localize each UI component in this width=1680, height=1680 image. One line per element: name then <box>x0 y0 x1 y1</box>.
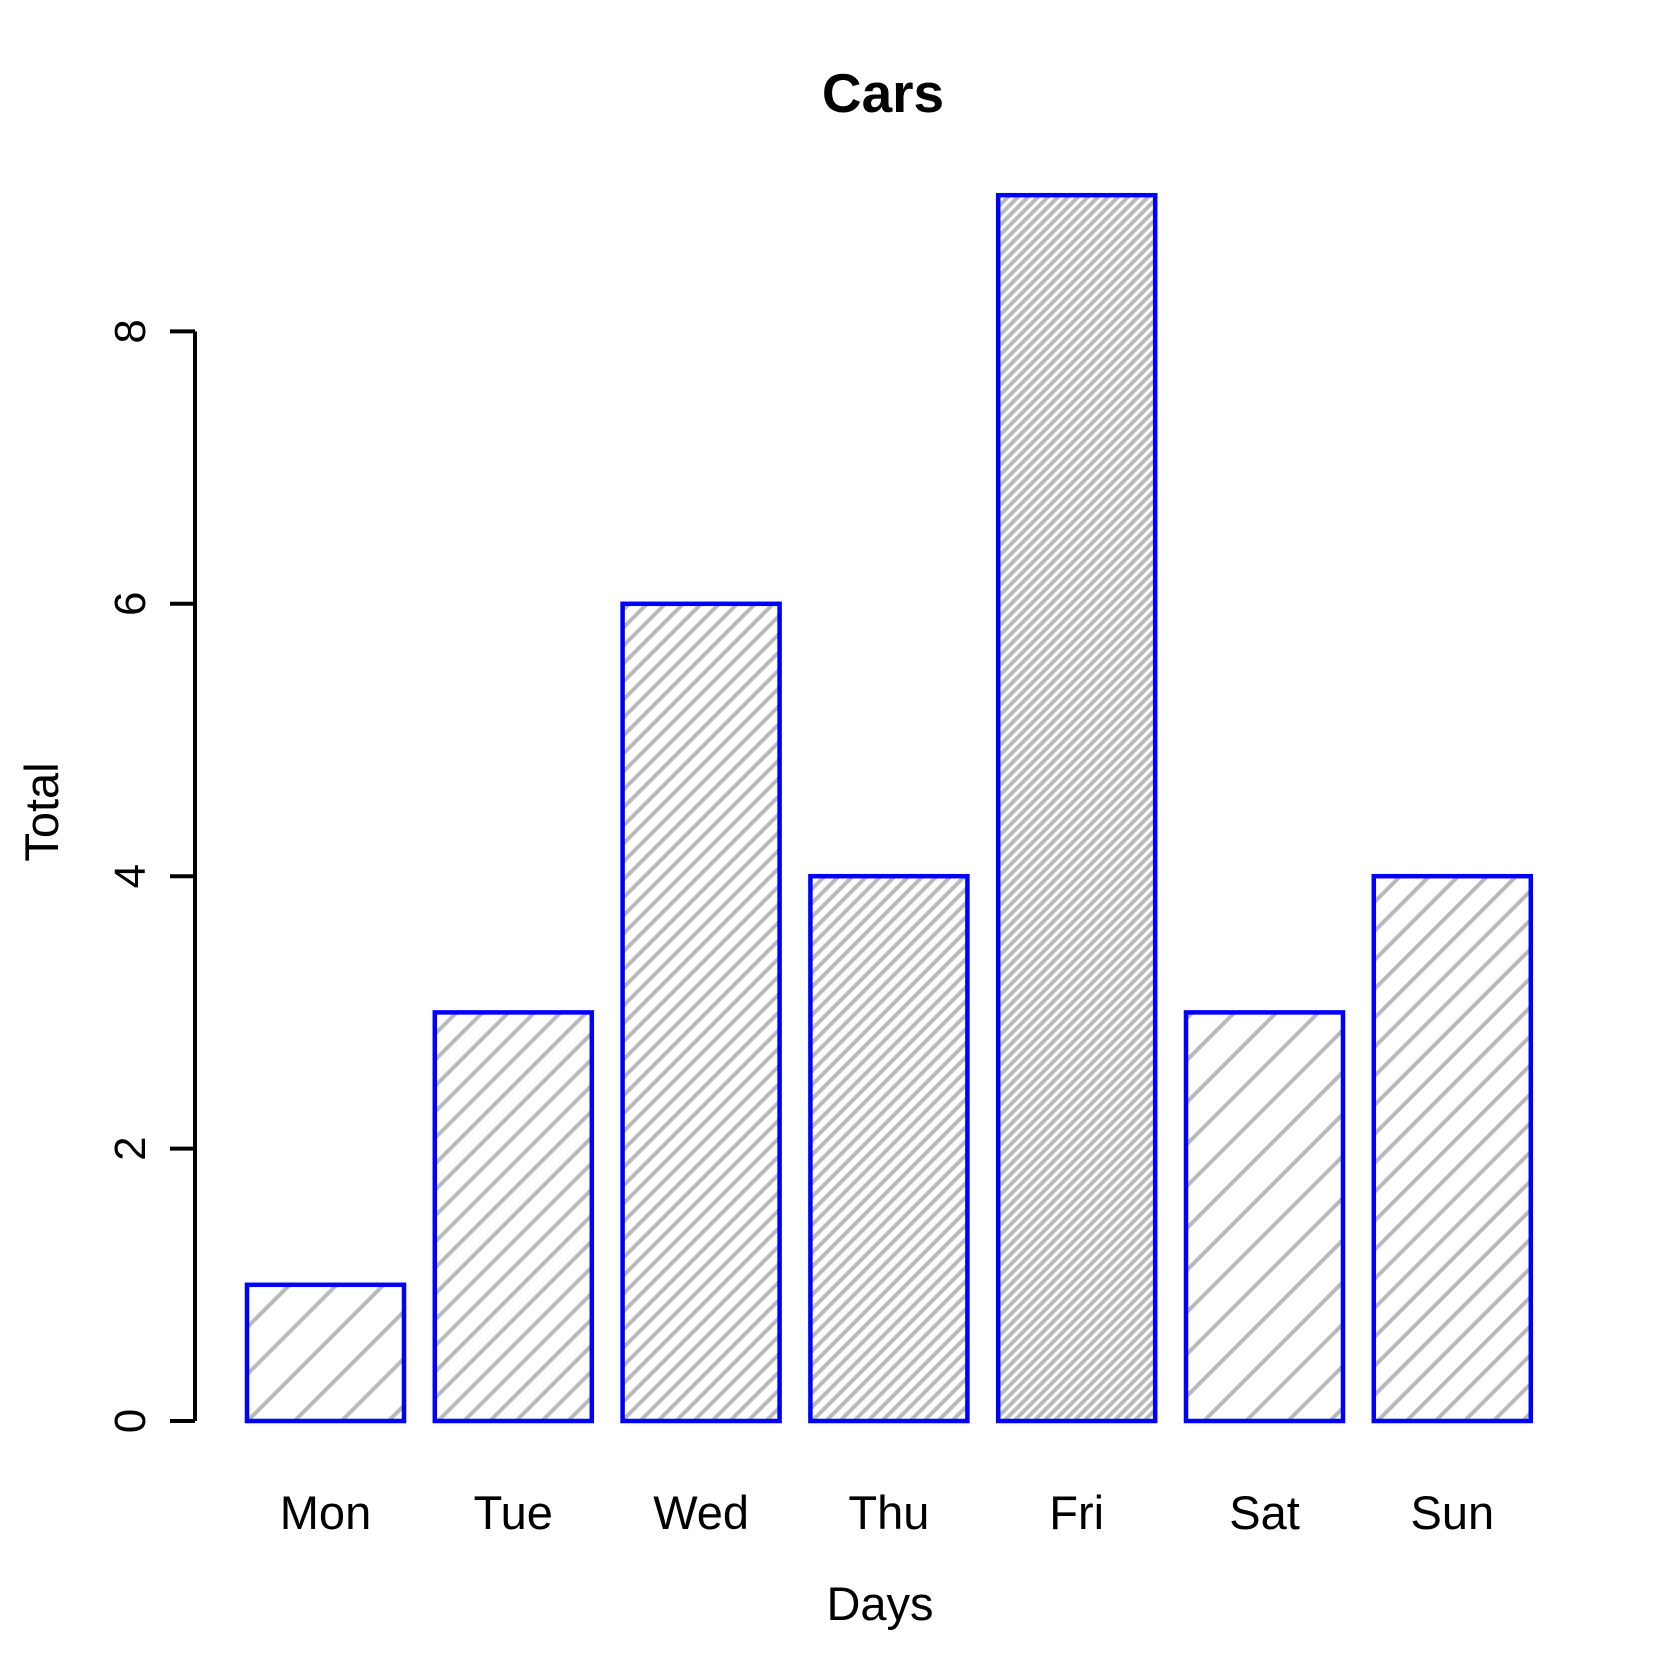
bar-fri <box>995 192 1158 1424</box>
x-category-labels: Mon Tue Wed Thu Fri Sat Sun <box>280 1486 1494 1539</box>
bars-group <box>244 192 1534 1424</box>
bar-thu <box>808 873 970 1424</box>
x-category-label-tue: Tue <box>474 1486 553 1539</box>
x-category-label-thu: Thu <box>848 1486 929 1539</box>
bar-sat <box>1183 1010 1346 1424</box>
y-axis: 0 2 4 6 8 <box>106 319 197 1433</box>
x-category-label-fri: Fri <box>1049 1486 1104 1539</box>
y-tick-label-2: 2 <box>106 1136 155 1160</box>
x-axis-title: Days <box>826 1577 933 1630</box>
y-tick-label-4: 4 <box>106 864 155 888</box>
y-axis-title: Total <box>15 762 68 861</box>
x-category-label-sun: Sun <box>1410 1486 1494 1539</box>
bar-tue <box>432 1010 595 1424</box>
chart-title: Cars <box>822 62 944 124</box>
bar-wed <box>620 601 782 1424</box>
bar-sun <box>1371 873 1534 1424</box>
x-category-label-wed: Wed <box>653 1486 749 1539</box>
y-tick-label-8: 8 <box>106 319 155 343</box>
y-tick-label-0: 0 <box>106 1409 155 1433</box>
y-tick-label-6: 6 <box>106 592 155 616</box>
x-category-label-mon: Mon <box>280 1486 371 1539</box>
bar-mon <box>244 1282 407 1424</box>
x-category-label-sat: Sat <box>1229 1486 1300 1539</box>
